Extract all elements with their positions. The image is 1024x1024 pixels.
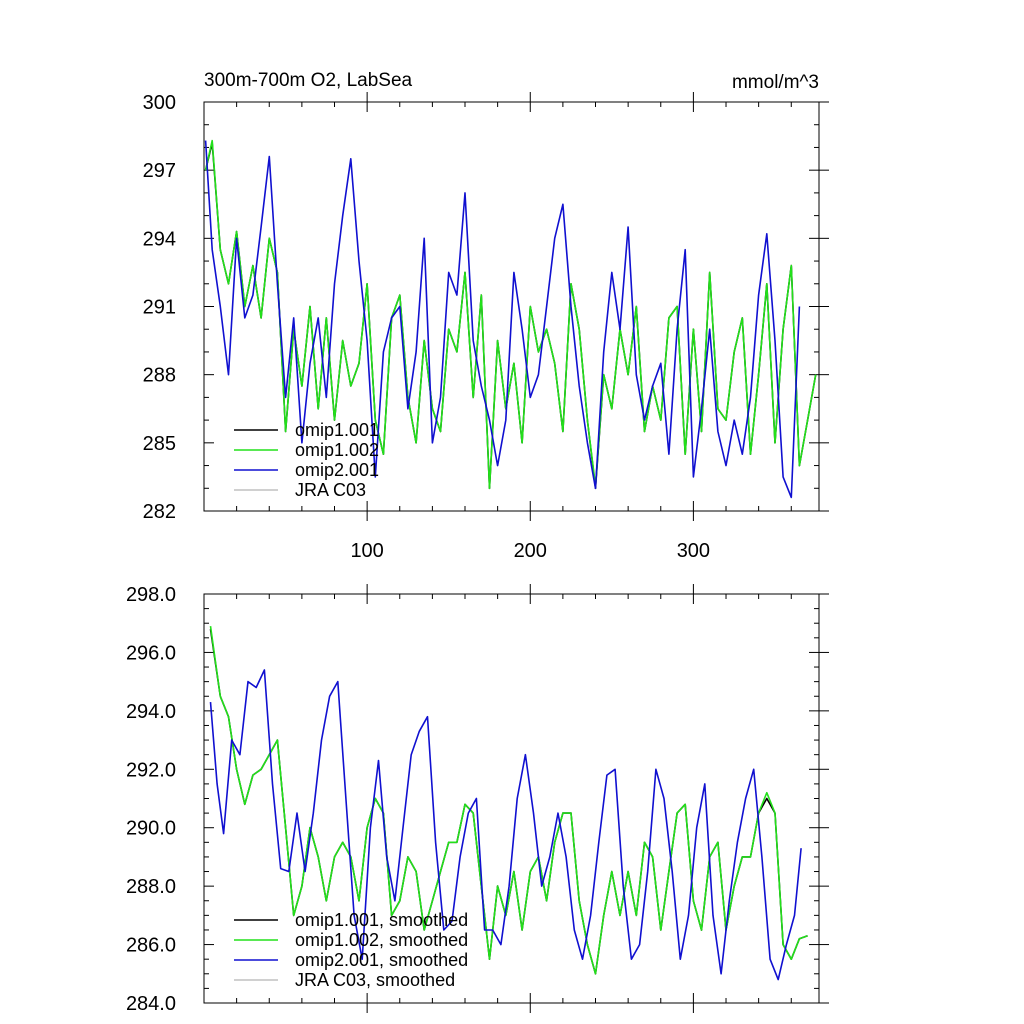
legend-label: omip1.001 (295, 420, 379, 440)
y-tick-label: 294.0 (126, 701, 176, 723)
units-label: mmol/m^3 (732, 72, 819, 93)
y-tick-label: 296.0 (126, 642, 176, 664)
legend-label: omip2.001, smoothed (295, 950, 468, 970)
legend-label: JRA C03 (295, 480, 366, 500)
legend-label: omip1.002, smoothed (295, 930, 468, 950)
y-tick-label: 294 (143, 228, 176, 250)
legend-label: JRA C03, smoothed (295, 970, 455, 990)
y-tick-label: 290.0 (126, 818, 176, 840)
y-tick-label: 285 (143, 433, 176, 455)
x-tick-label: 300 (677, 540, 710, 562)
legend-label: omip2.001 (295, 460, 379, 480)
y-tick-label: 286.0 (126, 935, 176, 957)
x-tick-label: 100 (350, 540, 383, 562)
legend-label: omip1.001, smoothed (295, 910, 468, 930)
y-tick-label: 284.0 (126, 993, 176, 1015)
y-tick-label: 288.0 (126, 876, 176, 898)
series-line-omip1-002 (204, 139, 817, 490)
legend-label: omip1.002 (295, 440, 379, 460)
y-tick-label: 291 (143, 297, 176, 319)
bottom-panel: 284.0 286.0 288.0 290.0 292.0 294.0 296.0 298.0… (126, 584, 829, 1015)
y-tick-label: 292.0 (126, 759, 176, 781)
y-tick-label: 282 (143, 501, 176, 523)
y-tick-label: 298.0 (126, 584, 176, 606)
x-tick-label: 200 (514, 540, 547, 562)
y-tick-label: 288 (143, 365, 176, 387)
series-line-omip2-001-smoothed (209, 669, 802, 981)
top-panel: 300m-700m O2, LabSea mmol/m^3 100 200 300 2… (143, 70, 829, 562)
series-line-omip2-001 (204, 140, 801, 499)
y-tick-label: 300 (143, 92, 176, 114)
chart-title: 300m-700m O2, LabSea (204, 70, 413, 91)
y-tick-label: 297 (143, 160, 176, 182)
